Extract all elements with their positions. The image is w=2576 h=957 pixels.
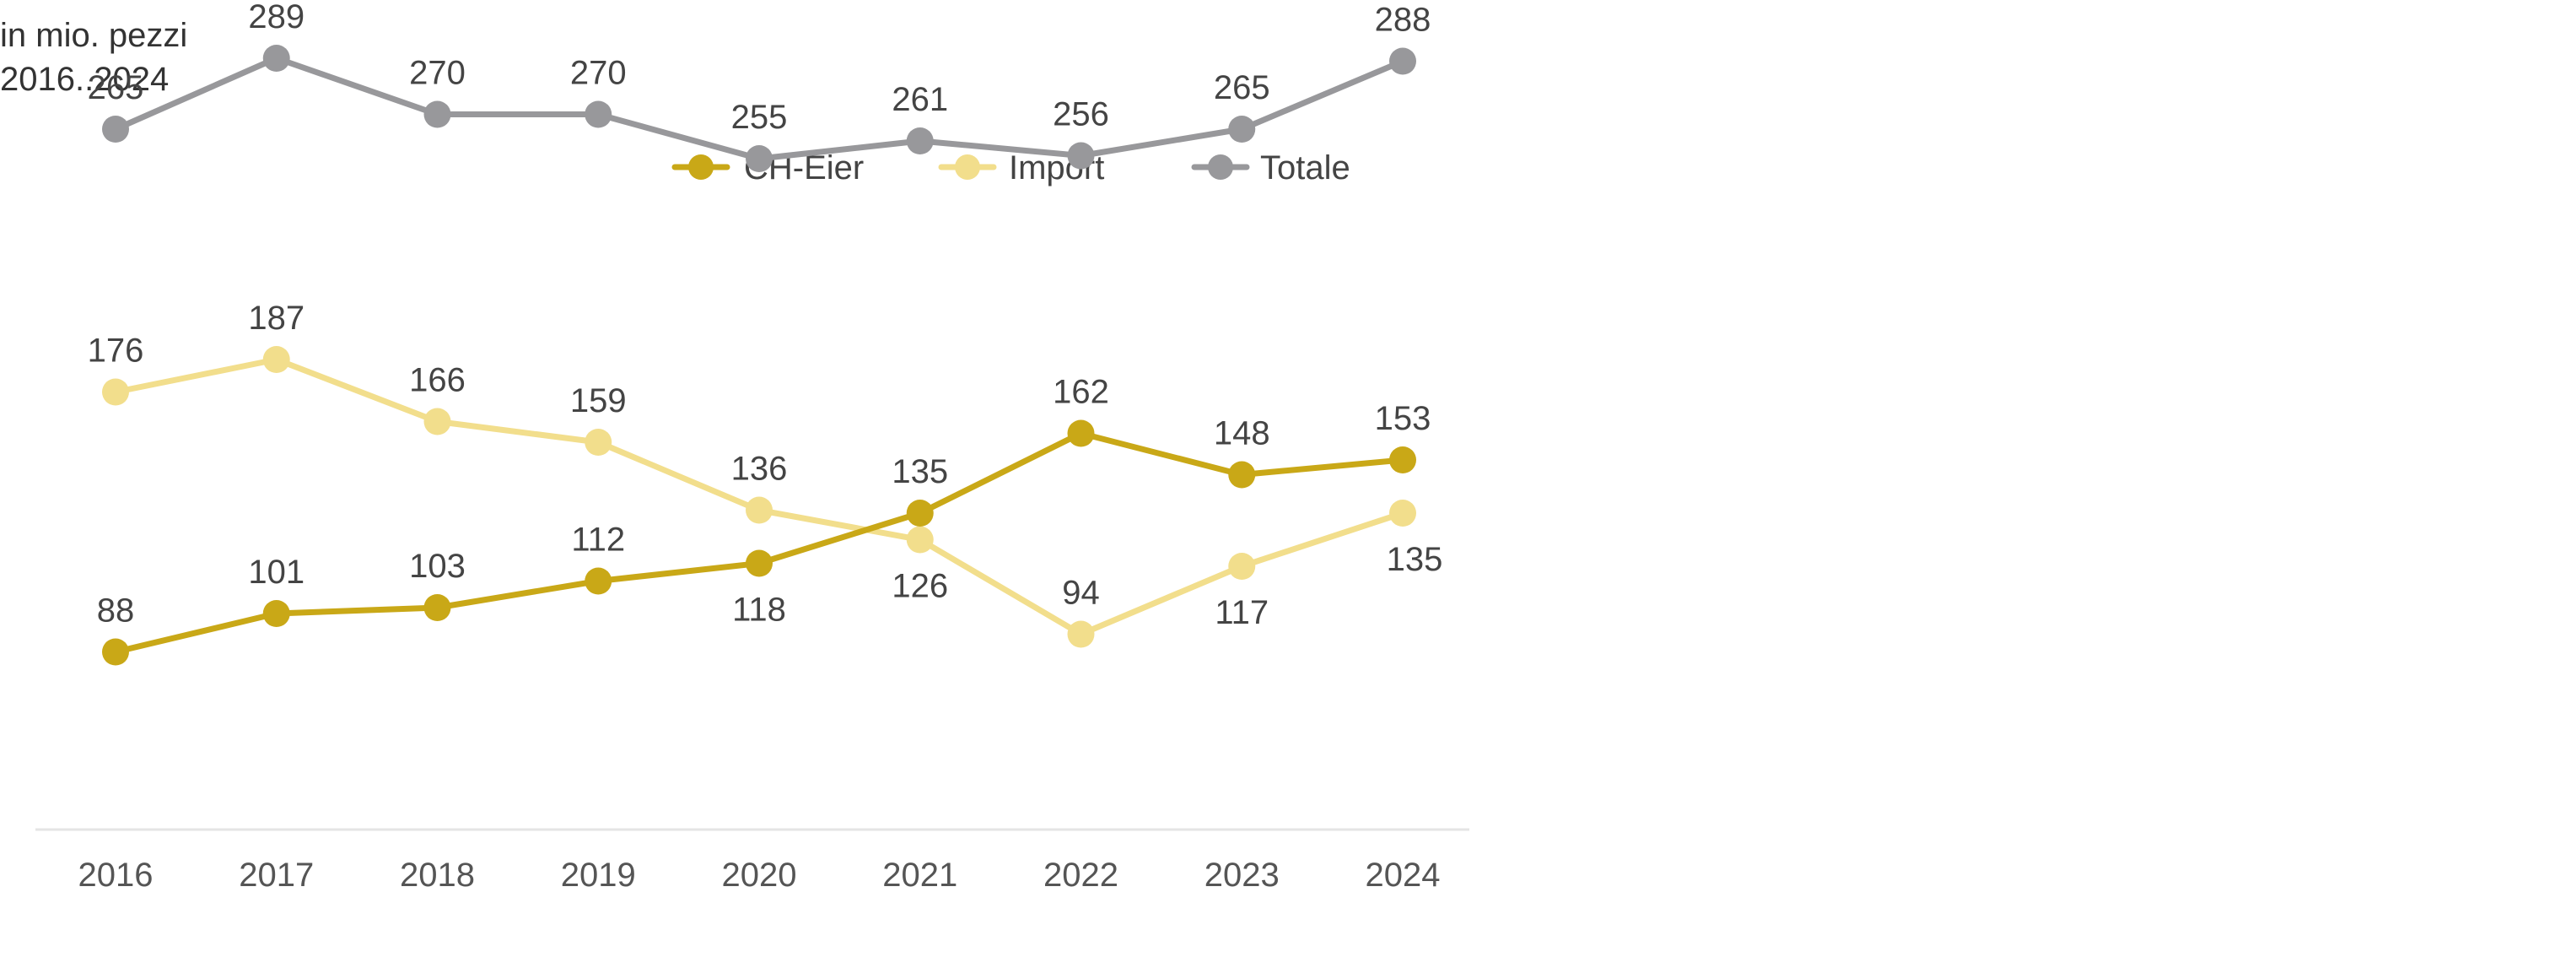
data-label-import-2016: 176 (88, 333, 144, 370)
series-layer (102, 45, 1416, 666)
data-point-totale-2019 (585, 100, 612, 128)
data-point-ch-eier-2019 (585, 567, 612, 595)
data-point-import-2023 (1228, 553, 1256, 580)
data-label-import-2021: 126 (892, 568, 948, 605)
series-ch-eier (102, 419, 1416, 666)
data-label-ch-eier-2018: 103 (409, 548, 466, 585)
x-axis-ticks: 2016 2017 2018 2019 2020 2021 2022 2023 2024 (78, 857, 1441, 894)
data-label-ch-eier-2021: 135 (892, 453, 948, 490)
data-point-totale-2022 (1067, 142, 1095, 170)
data-point-ch-eier-2022 (1067, 419, 1095, 447)
data-point-totale-2021 (906, 127, 934, 154)
x-tick-label-2018: 2018 (400, 857, 475, 894)
data-point-ch-eier-2024 (1389, 446, 1416, 473)
chart-unit-label: in mio. pezzi (0, 17, 188, 54)
x-tick-label-2020: 2020 (722, 857, 797, 894)
x-tick-label-2019: 2019 (561, 857, 636, 894)
data-label-totale-2023: 265 (1214, 69, 1270, 106)
data-label-import-2018: 166 (409, 362, 466, 399)
data-point-totale-2016 (102, 116, 129, 143)
data-label-ch-eier-2023: 148 (1214, 415, 1270, 452)
data-point-totale-2024 (1389, 47, 1416, 75)
data-point-ch-eier-2023 (1228, 461, 1256, 489)
data-label-totale-2017: 289 (248, 0, 304, 35)
legend-swatch-marker-import (955, 154, 980, 180)
x-tick-label-2016: 2016 (78, 857, 154, 894)
data-point-ch-eier-2021 (906, 500, 934, 527)
x-tick-label-2017: 2017 (239, 857, 314, 894)
data-label-import-2020: 136 (731, 451, 788, 488)
data-point-import-2018 (423, 408, 451, 435)
line-chart: CH-Eier Import Totale 2016 2017 2018 2019 2020… (35, 0, 1469, 894)
data-point-ch-eier-2020 (746, 549, 773, 577)
data-label-import-2017: 187 (248, 300, 304, 337)
data-label-totale-2020: 255 (731, 99, 788, 136)
series-import (102, 346, 1416, 648)
data-label-ch-eier-2019: 112 (571, 522, 625, 559)
data-point-import-2024 (1389, 500, 1416, 527)
data-label-totale-2022: 256 (1053, 96, 1109, 133)
data-label-ch-eier-2017: 101 (248, 554, 304, 591)
data-label-ch-eier-2020: 118 (732, 592, 786, 629)
data-point-import-2017 (262, 346, 290, 373)
data-label-import-2023: 117 (1215, 594, 1269, 631)
data-point-totale-2017 (262, 45, 290, 72)
data-point-ch-eier-2018 (423, 594, 451, 621)
data-point-import-2022 (1067, 620, 1095, 648)
data-label-ch-eier-2016: 88 (97, 592, 135, 630)
data-point-totale-2018 (423, 100, 451, 128)
x-tick-label-2024: 2024 (1366, 857, 1441, 894)
data-point-import-2016 (102, 378, 129, 406)
data-label-import-2022: 94 (1062, 575, 1100, 612)
data-label-import-2019: 159 (570, 382, 627, 419)
data-point-import-2021 (906, 526, 934, 554)
data-labels-layer: 88 101 103 112 118 135 162 148 153 176 187 166 159 13… (88, 0, 1443, 631)
chart-period-label: 2016..2024 (0, 61, 170, 98)
x-tick-label-2021: 2021 (882, 857, 957, 894)
data-label-totale-2021: 261 (892, 81, 948, 118)
data-point-import-2019 (585, 429, 612, 456)
data-point-ch-eier-2017 (262, 600, 290, 627)
data-label-totale-2019: 270 (570, 55, 627, 92)
data-point-totale-2020 (746, 145, 773, 172)
x-tick-label-2023: 2023 (1204, 857, 1280, 894)
data-label-totale-2018: 270 (409, 55, 466, 92)
data-label-ch-eier-2024: 153 (1375, 400, 1431, 437)
data-point-import-2020 (746, 496, 773, 524)
series-totale (102, 45, 1416, 172)
data-label-ch-eier-2022: 162 (1053, 374, 1109, 411)
data-point-totale-2023 (1228, 116, 1256, 143)
legend-label-totale: Totale (1260, 149, 1350, 187)
legend-swatch-marker-ch-eier (688, 154, 714, 180)
x-tick-label-2022: 2022 (1043, 857, 1118, 894)
data-point-ch-eier-2016 (102, 638, 129, 666)
legend-swatch-marker-totale (1208, 154, 1233, 180)
data-label-totale-2024: 288 (1375, 2, 1431, 39)
legend-item-totale: Totale (1191, 149, 1350, 187)
data-label-totale-2016: 265 (88, 69, 144, 106)
data-label-import-2024: 135 (1387, 541, 1443, 578)
